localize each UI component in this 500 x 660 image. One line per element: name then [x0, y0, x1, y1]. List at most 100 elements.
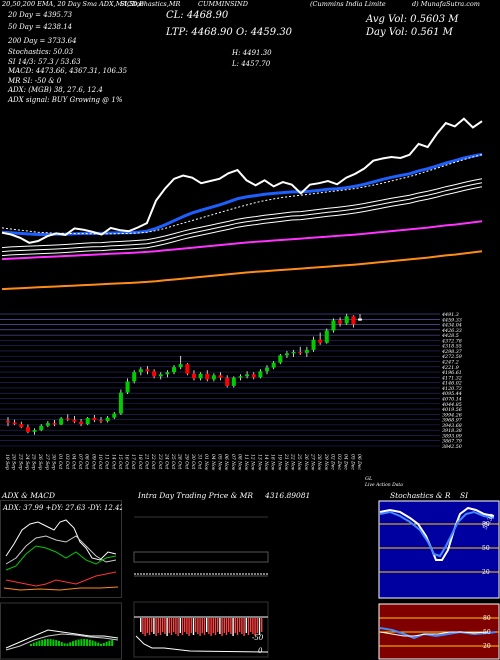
price-tick: 4196.61 — [441, 370, 462, 376]
candle-body — [178, 364, 183, 368]
date-tick: 12 Nov — [250, 454, 256, 471]
price-tick: 4298.37 — [441, 349, 463, 355]
date-tick: 21 Nov — [283, 453, 289, 471]
mr-bar — [179, 618, 181, 633]
candle-body — [152, 371, 157, 377]
mr-bar — [208, 618, 210, 634]
low-price: L: 4457.70 — [232, 60, 271, 68]
date-tick: 30 Sep — [50, 454, 56, 470]
price-tick: 3893.09 — [442, 433, 462, 439]
price-tick: 4146.02 — [441, 381, 462, 387]
date-tick: 20 Sep — [11, 453, 17, 470]
ema-chart — [1, 117, 483, 291]
date-tick: 05 Nov — [217, 454, 223, 471]
date-tick: 27 Nov — [310, 453, 316, 471]
sma200-label: 200 Day = 3733.64 — [8, 37, 77, 45]
macd-label: MACD: 4473.66, 4367.31, 106.35 — [8, 67, 128, 75]
macd-bar — [46, 639, 49, 646]
mr-rsi-50-label: 50 — [483, 629, 491, 636]
mr-bar — [164, 618, 166, 634]
mr-bar — [190, 618, 192, 633]
ema200-line — [1, 250, 483, 291]
date-tick: 01 Oct — [57, 454, 63, 469]
header-line1-left: 20,50,200 EMA, 20 Day Sma ADX,MACD,B — [2, 0, 144, 8]
date-tick: 08 Nov — [236, 454, 242, 471]
macd-bar — [32, 642, 35, 646]
candle-body — [251, 374, 256, 378]
macd-histogram — [30, 639, 114, 646]
sma20-label: 20 Day = 4395.73 — [8, 11, 73, 19]
ema50-line-1 — [1, 178, 483, 249]
price-tick: 4044.85 — [441, 402, 462, 408]
date-tick: 26 Sep — [37, 453, 43, 470]
macd-bar — [52, 639, 55, 646]
price-tick: 4221.9 — [441, 365, 459, 371]
macd-bar — [91, 640, 94, 646]
macd-bar — [30, 644, 32, 646]
mr-rsi-white — [379, 631, 489, 637]
price-tick: 4426.33 — [441, 328, 462, 334]
date-tick: 22 Oct — [150, 453, 156, 469]
adx-red-line — [5, 571, 117, 587]
close-price: CL: 4468.90 — [166, 10, 229, 21]
high-price: H: 4491.30 — [232, 49, 272, 57]
macd-bar — [60, 642, 63, 646]
candle-body — [225, 377, 230, 386]
mr-rsi-20-label: 20 — [483, 643, 491, 650]
candle-body — [19, 424, 24, 428]
ltp-open: LTP: 4468.90 O: 4459.30 — [166, 27, 293, 38]
mr-bar — [223, 618, 225, 633]
macd-bar — [49, 639, 52, 646]
price-tick: 4459.33 — [441, 317, 462, 323]
candle-body — [132, 372, 137, 382]
mr-bar — [247, 618, 250, 635]
mr-bar — [153, 618, 155, 634]
mr-rsi-80-label: 80 — [483, 615, 491, 622]
date-tick: 09 Oct — [90, 454, 96, 469]
date-tick: 13 Nov — [256, 454, 262, 471]
price-tick: 4120.73 — [441, 386, 462, 392]
macd-bar — [74, 640, 77, 646]
rsi-20: 20 — [482, 569, 490, 576]
candle-body — [12, 422, 17, 425]
price-tick: 4272.59 — [441, 354, 462, 360]
day-volume: Day Vol: 0.561 M — [366, 27, 453, 38]
stoch-d — [379, 510, 495, 558]
adx-values: ADX: 37.99 +DY: 27.63 -DY: 12.42 — [2, 504, 122, 512]
candle-body — [231, 377, 236, 386]
stoch-rsi-title-2: SI — [460, 491, 469, 500]
price-tick: 4318.55 — [441, 344, 462, 350]
date-tick: 18 Oct — [137, 454, 143, 469]
date-tick: 23 Oct — [157, 453, 163, 469]
mr-bar — [144, 618, 146, 636]
candle-body — [172, 367, 177, 373]
mr-bar — [214, 618, 217, 635]
date-tick: 25 Sep — [31, 453, 37, 470]
price-tick: 3918.38 — [442, 428, 462, 434]
candle-body — [218, 375, 223, 378]
mr-bar — [168, 618, 170, 633]
candle-body — [6, 421, 10, 423]
adx-white-2 — [5, 535, 117, 565]
candle-body — [271, 362, 276, 368]
mr-bar — [148, 618, 151, 635]
date-tick: 24 Oct — [163, 453, 169, 469]
mr-minus-50: -50 — [252, 634, 264, 642]
date-tick: 29 Nov — [323, 453, 329, 471]
ema50-line-2 — [1, 182, 483, 253]
mr-bar — [232, 618, 234, 636]
date-tick: 25 Oct — [170, 453, 176, 469]
macd-bar — [102, 642, 105, 646]
candle-body — [165, 372, 170, 375]
price-tick: 4491.3 — [441, 312, 459, 318]
date-tick: 14 Oct — [110, 454, 116, 469]
mr-zero: 0 — [258, 647, 263, 655]
mr-bar — [157, 618, 159, 633]
macd-signal — [5, 633, 119, 651]
gl-note: GL — [365, 476, 373, 482]
price-axis: 4491.34459.334434.044426.334428.54372.78… — [441, 312, 463, 450]
date-tick: 11 Oct — [104, 454, 110, 469]
adx-label: ADX: (MGB) 38, 27.6, 12.4 — [8, 86, 103, 94]
date-axis: 19 Sep 20 Sep 23 Sep 24 Sep 25 Sep 26 Sep 27 S… — [4, 453, 362, 471]
date-tick: 04 Oct — [70, 454, 76, 469]
